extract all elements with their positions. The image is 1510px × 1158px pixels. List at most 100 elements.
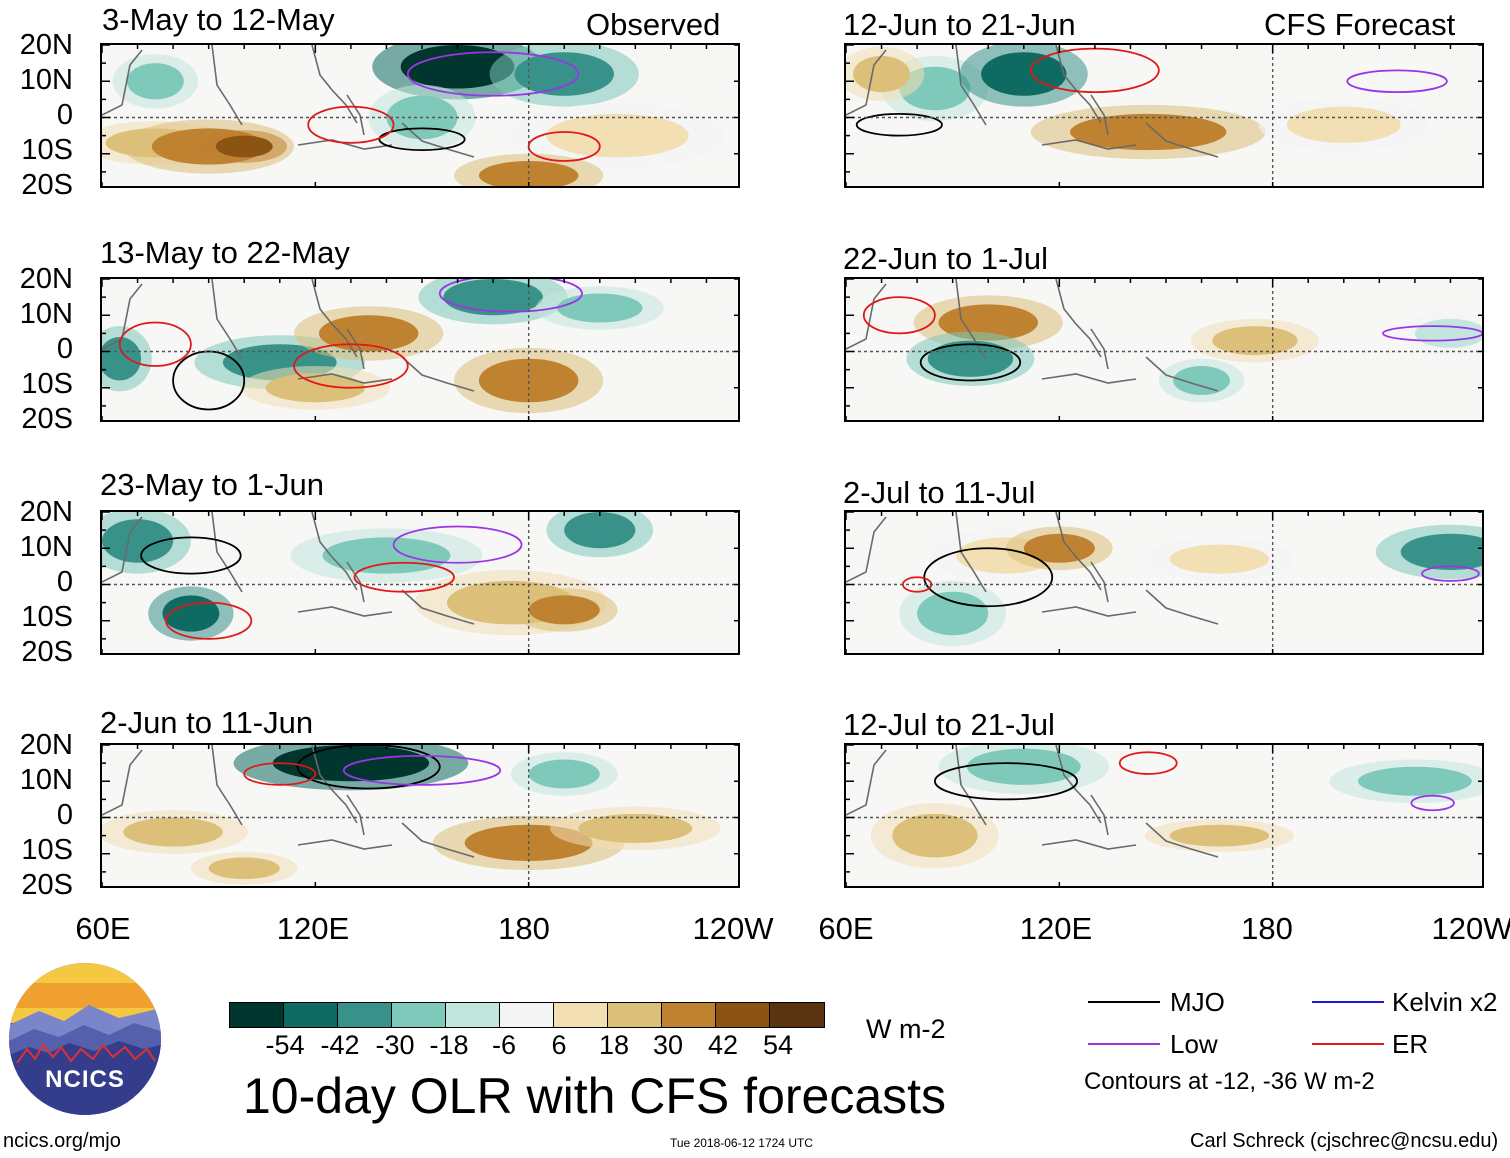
olr-anomaly	[1173, 366, 1230, 395]
olr-anomaly	[1070, 113, 1227, 151]
map-panel	[100, 43, 740, 188]
colorbar-level: 54	[762, 1030, 794, 1060]
olr-map	[846, 45, 1482, 186]
legend-label-kelvin: Kelvin x2	[1392, 987, 1498, 1017]
coastline	[211, 279, 243, 360]
footer-credit: Carl Schreck (cjschrec@ncsu.edu)	[1190, 1130, 1499, 1152]
panel-title: 12-Jun to 21-Jun	[843, 7, 1076, 42]
olr-anomaly	[102, 519, 174, 563]
y-tick: 10N	[19, 64, 73, 96]
coastline	[1055, 279, 1102, 358]
legend-line-low	[1088, 1043, 1160, 1045]
olr-anomaly	[528, 595, 600, 625]
olr-anomaly	[1286, 106, 1401, 143]
panel-title: 2-Jun to 11-Jun	[100, 705, 314, 740]
coastline	[401, 122, 475, 158]
low-contour	[1410, 794, 1455, 812]
legend-label-mjo: MJO	[1170, 987, 1225, 1017]
colorbar-swatch	[770, 1003, 824, 1027]
coastline	[401, 822, 475, 858]
colorbar-swatch	[338, 1003, 392, 1027]
olr-anomaly	[1212, 326, 1298, 356]
colorbar-swatch	[608, 1003, 662, 1027]
coastline	[955, 512, 987, 593]
coastline	[211, 45, 243, 126]
y-tick: 10N	[19, 298, 73, 330]
legend-label-er: ER	[1392, 1029, 1429, 1059]
colorbar-level: 30	[652, 1030, 684, 1060]
olr-map	[102, 45, 738, 186]
coastline	[1041, 139, 1137, 150]
olr-anomaly	[1400, 533, 1482, 570]
y-tick: 10S	[21, 834, 73, 866]
y-tick: 10S	[21, 601, 73, 633]
coastline	[955, 745, 987, 826]
x-tick: 120W	[692, 911, 774, 946]
logo-text: NCICS	[45, 1066, 125, 1093]
er-contour	[862, 296, 936, 335]
low-contour	[1346, 69, 1448, 94]
coastline	[1090, 94, 1109, 136]
coastline	[311, 512, 358, 591]
y-tick: 0	[56, 799, 73, 831]
coastline	[1145, 356, 1219, 392]
er-contour	[118, 321, 192, 367]
mjo-contour	[919, 343, 1022, 382]
colorbar-level: 18	[598, 1030, 630, 1060]
forecast-label: CFS Forecast	[1264, 7, 1456, 42]
chart-title: 10-day OLR with CFS forecasts	[243, 1068, 947, 1124]
colorbar-level: -42	[320, 1030, 360, 1060]
y-tick: 20N	[19, 496, 73, 528]
er-contour	[243, 762, 317, 786]
coastline	[1145, 589, 1219, 625]
coastline	[102, 283, 143, 350]
coastline	[1055, 45, 1102, 124]
coastline	[846, 516, 887, 583]
colorbar-swatch	[392, 1003, 446, 1027]
panel-title: 12-Jul to 21-Jul	[843, 707, 1055, 742]
y-tick: 20S	[21, 869, 73, 901]
colorbar-swatch	[716, 1003, 770, 1027]
olr-anomaly	[1358, 766, 1472, 796]
map-panel	[844, 743, 1484, 888]
olr-anomaly	[162, 595, 220, 632]
map-panel	[844, 510, 1484, 655]
er-contour	[1118, 751, 1178, 775]
map-panel	[100, 510, 740, 655]
panel-title: 2-Jul to 11-Jul	[843, 475, 1036, 510]
panel-title: 3-May to 12-May	[102, 2, 335, 37]
er-contour	[353, 561, 455, 593]
coastline	[1041, 373, 1137, 384]
low-contour	[406, 51, 580, 97]
olr-anomaly	[102, 337, 142, 381]
footer-timestamp: Tue 2018-06-12 1724 UTC	[670, 1136, 813, 1150]
footer-url: ncics.org/mjo	[3, 1130, 121, 1152]
colorbar-level: -6	[491, 1030, 517, 1060]
y-tick: 20S	[21, 636, 73, 668]
low-contour	[342, 754, 502, 786]
coastline	[1090, 794, 1109, 836]
legend-line-mjo	[1088, 1001, 1160, 1003]
olr-map	[102, 745, 738, 886]
x-tick: 180	[498, 911, 550, 946]
olr-anomaly	[318, 315, 419, 352]
olr-anomaly	[265, 373, 366, 403]
coastline	[311, 745, 358, 824]
y-tick: 10S	[21, 368, 73, 400]
y-tick: 10S	[21, 134, 73, 166]
mjo-contour	[296, 745, 441, 790]
olr-anomaly	[546, 113, 689, 158]
olr-anomaly	[322, 537, 451, 574]
y-tick: 10N	[19, 764, 73, 796]
colorbar-level: -18	[429, 1030, 469, 1060]
coastline	[1055, 745, 1102, 824]
x-tick: 60E	[818, 911, 874, 946]
mjo-contour	[378, 127, 466, 152]
colorbar	[229, 1002, 825, 1028]
mjo-contour	[923, 547, 1054, 608]
colorbar-swatch	[554, 1003, 608, 1027]
low-contour	[1421, 565, 1480, 582]
map-panel	[100, 277, 740, 422]
er-contour	[293, 343, 409, 389]
coastline	[346, 328, 365, 370]
